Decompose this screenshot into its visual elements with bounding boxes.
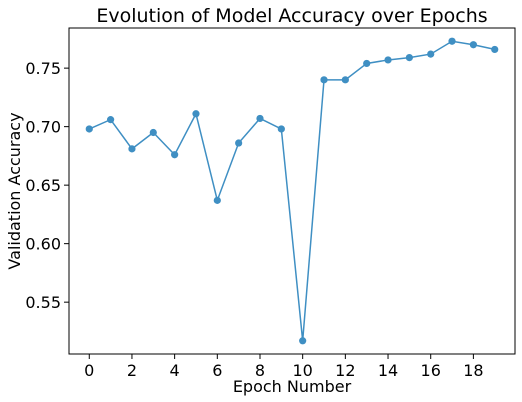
chart-title: Evolution of Model Accuracy over Epochs: [96, 5, 487, 27]
y-axis-label: Validation Accuracy: [5, 112, 24, 269]
data-point: [384, 56, 391, 63]
y-tick-label: 0.70: [25, 118, 61, 137]
x-tick-label: 4: [170, 361, 180, 380]
x-tick-label: 0: [84, 361, 94, 380]
data-point: [406, 54, 413, 61]
data-point: [427, 50, 434, 57]
x-tick-label: 14: [378, 361, 398, 380]
data-point: [491, 46, 498, 53]
x-tick-label: 16: [421, 361, 441, 380]
data-point: [448, 38, 455, 45]
data-point: [256, 115, 263, 122]
y-tick-label: 0.60: [25, 235, 61, 254]
y-axis: 0.55 0.60 0.65 0.70 0.75: [25, 59, 69, 312]
data-point: [107, 116, 114, 123]
y-tick-label: 0.75: [25, 59, 61, 78]
data-point: [278, 125, 285, 132]
x-tick-label: 18: [463, 361, 483, 380]
data-point: [171, 151, 178, 158]
data-point: [363, 60, 370, 67]
data-point: [299, 337, 306, 344]
y-tick-label: 0.55: [25, 293, 61, 312]
data-point: [320, 76, 327, 83]
x-tick-label: 2: [127, 361, 137, 380]
data-point: [342, 76, 349, 83]
x-tick-label: 6: [212, 361, 222, 380]
data-point: [192, 110, 199, 117]
y-tick-label: 0.65: [25, 176, 61, 195]
x-axis-label: Epoch Number: [233, 377, 352, 396]
data-point: [128, 145, 135, 152]
data-point: [235, 139, 242, 146]
data-point: [470, 41, 477, 48]
data-point: [86, 125, 93, 132]
plot-area: [69, 28, 515, 354]
data-point: [150, 129, 157, 136]
data-point: [214, 197, 221, 204]
